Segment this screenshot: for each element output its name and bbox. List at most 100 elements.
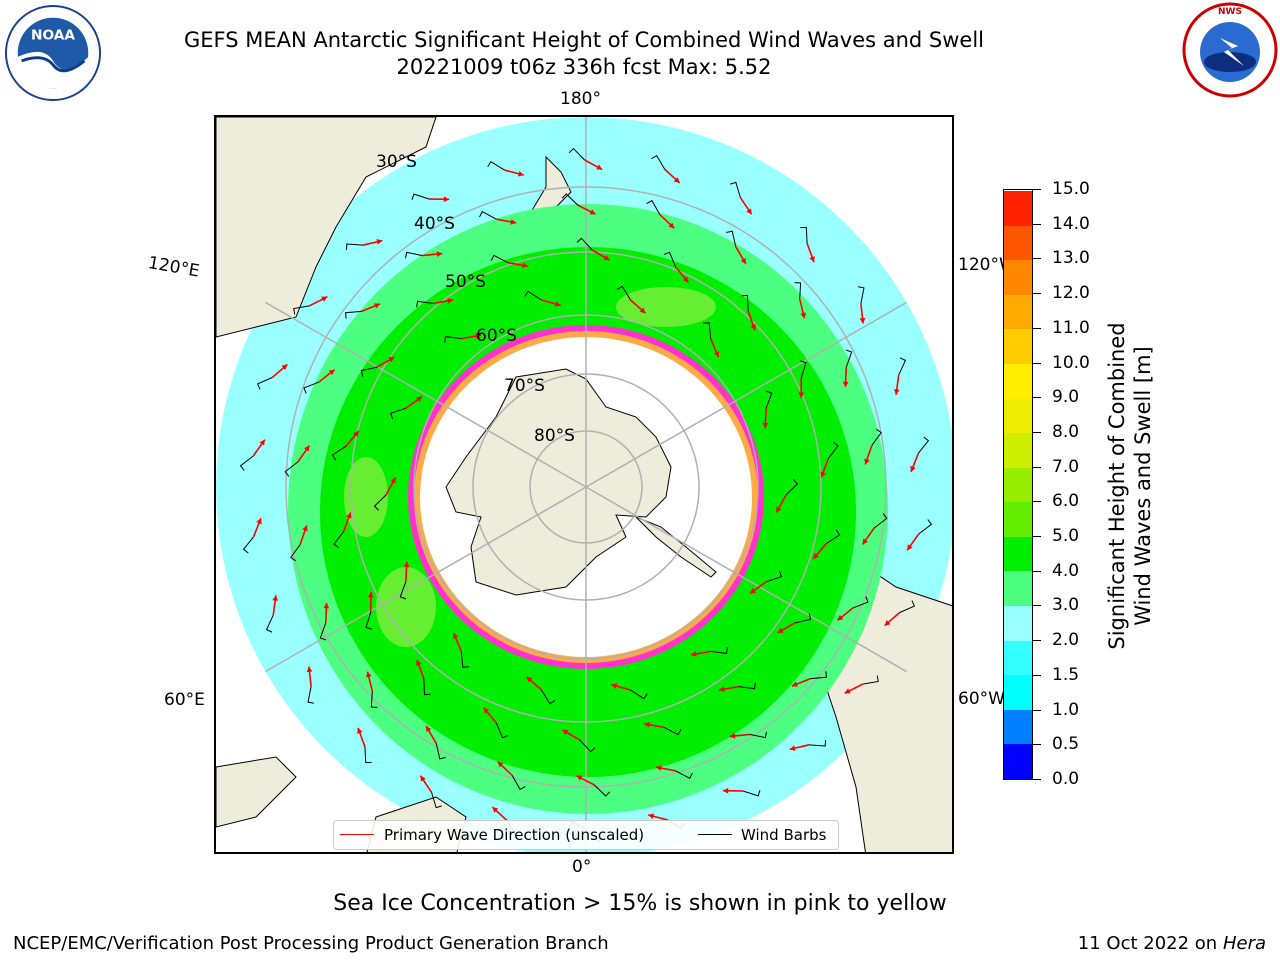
wind-barb [917,436,930,454]
wave-arrowhead [365,671,372,678]
colorbar-tick-label: 0.0 [1052,769,1080,789]
wave-arrowhead [436,251,443,257]
wind-barb [561,193,579,206]
colorbar-tick-label: 11.0 [1052,317,1090,338]
colorbar-segment [1004,501,1032,537]
wave-arrowhead [668,222,675,229]
wind-barb [524,290,542,301]
wave-arrowhead [820,471,826,478]
wave-arrowhead [837,614,844,621]
colorbar-tick-label: 3.0 [1052,595,1080,616]
colorbar [1003,189,1033,780]
wind-barb [899,600,916,613]
wind-barb [568,147,585,161]
wave-arrowhead [374,303,381,309]
wind-barb [809,739,827,747]
wind-barb [495,722,509,739]
map-panel: 30°S 40°S 50°S 60°S 70°S 80°S Primary Wa… [214,115,954,854]
wind-barb [389,407,406,420]
wave-arrowhead [644,721,650,728]
wind-barb [862,675,879,685]
wind-barb [871,428,882,446]
wave-arrowhead [510,219,517,225]
colorbar-tick [1033,327,1041,329]
colorbar-tick [1033,223,1041,225]
wave-arrowhead [259,439,265,446]
colorbar-tick-label: 12.0 [1052,283,1090,304]
wave-arrowhead [777,627,784,633]
wave-arrowhead [722,787,729,794]
colorbar-tick [1033,501,1041,503]
wind-barb [576,237,593,251]
svg-text:NWS: NWS [1218,7,1242,17]
wave-arrowhead [746,208,752,215]
lon-label-120e: 120°E [146,253,201,282]
lat-label-80s: 80°S [534,426,575,446]
colorbar-tick-label: 15.0 [1052,179,1090,199]
wave-arrowhead [321,296,328,302]
wave-arrowhead [791,681,798,687]
wind-barb [663,251,677,268]
wave-arrowhead [388,357,395,363]
lon-label-180: 180° [560,89,601,109]
run-date: 11 Oct 2022 on Hera [1078,933,1266,955]
wave-arrowhead [353,431,359,437]
wave-arrowhead [800,312,807,319]
colorbar-tick-label: 4.0 [1052,560,1080,581]
chart-title: GEFS MEAN Antarctic Significant Height o… [183,28,985,52]
wave-arrowhead [789,745,796,751]
wind-barb [857,286,865,304]
wave-arrowhead [798,392,805,398]
lat-label-60s: 60°S [476,326,517,346]
colorbar-tick-label: 5.0 [1052,526,1080,547]
wave-arrowhead [447,298,454,304]
wave-arrowhead [813,553,819,559]
colorbar-segment [1004,640,1032,676]
wind-barb [370,691,378,708]
lat-label-40s: 40°S [414,214,455,234]
colorbar-tick-label: 1.0 [1052,699,1080,720]
wind-barb [331,445,347,461]
colorbar-tick-label: 6.0 [1052,491,1080,512]
wind-barb [749,731,768,739]
wave-arrowhead [420,775,426,782]
wave-arrowhead [426,726,432,733]
wave-arrowhead [596,164,603,170]
wind-barb [800,226,808,244]
wind-barb [333,531,345,549]
chart-subtitle: 20221009 t06z 336h fcst Max: 5.52 [396,55,772,79]
colorbar-tick-label: 14.0 [1052,213,1090,234]
colorbar-segment [1004,536,1032,572]
wind-barb [616,285,631,301]
colorbar-segment [1004,398,1032,434]
wave-arrowhead [910,465,916,472]
wind-barb [593,784,611,797]
wind-barb [794,613,812,624]
colorbar-segment [1004,467,1032,503]
wind-barb [242,536,255,554]
wave-arrowhead [740,257,746,264]
lat-label-70s: 70°S [504,376,545,396]
wind-barb [703,322,712,339]
wave-arrowhead [522,262,528,269]
colorbar-tick [1033,431,1041,433]
colorbar-segment [1004,743,1032,779]
wind-barb [423,678,431,696]
wind-barb [741,294,749,312]
wind-barb [541,689,556,705]
colorbar-tick [1033,570,1041,572]
lat-label-50s: 50°S [445,272,486,292]
land-antarctica [445,368,672,596]
wave-arrowhead [376,239,383,245]
wave-arrowhead [554,301,561,307]
colorbar-tick [1033,674,1041,676]
wave-arrowhead [483,707,490,714]
wind-barb [479,211,497,220]
colorbar-tick [1033,362,1041,364]
wave-arrowhead [357,727,363,734]
wind-barb [345,243,363,251]
wind-barb [651,154,666,170]
wave-arrowhead [690,651,697,657]
wave-arrowhead [648,813,654,820]
wave-arrowhead [492,807,499,813]
